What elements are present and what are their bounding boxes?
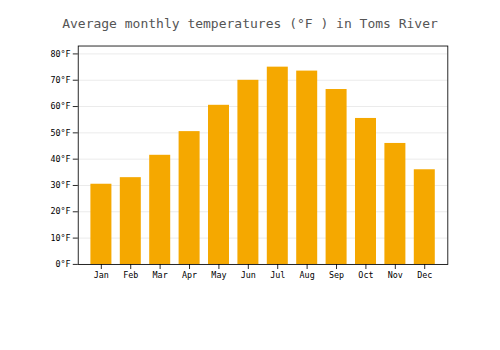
svg-text:30°F: 30°F	[50, 180, 70, 190]
svg-text:Jun: Jun	[241, 270, 256, 280]
svg-text:Jul: Jul	[270, 270, 285, 280]
svg-text:70°F: 70°F	[50, 75, 70, 85]
svg-text:0°F: 0°F	[56, 259, 71, 269]
svg-text:Apr: Apr	[182, 270, 197, 280]
svg-text:Dec: Dec	[417, 270, 432, 280]
svg-text:Aug: Aug	[300, 270, 315, 280]
svg-text:80°F: 80°F	[50, 49, 70, 59]
html-text:Average monthly temperatures (: Average monthly temperatures (°F ) in To…	[62, 16, 438, 31]
svg-text:60°F: 60°F	[50, 101, 70, 111]
svg-text:Jan: Jan	[94, 270, 109, 280]
svg-text:40°F: 40°F	[50, 154, 70, 164]
svg-text:Oct: Oct	[358, 270, 373, 280]
svg-text:May: May	[211, 270, 226, 280]
svg-text:Sep: Sep	[329, 270, 344, 280]
svg-text:20°F: 20°F	[50, 206, 70, 216]
svg-text:50°F: 50°F	[50, 128, 70, 138]
svg-text:Feb: Feb	[123, 270, 138, 280]
svg-text:Nov: Nov	[388, 270, 403, 280]
svg-text:Mar: Mar	[153, 270, 168, 280]
svg-text:10°F: 10°F	[50, 233, 70, 243]
